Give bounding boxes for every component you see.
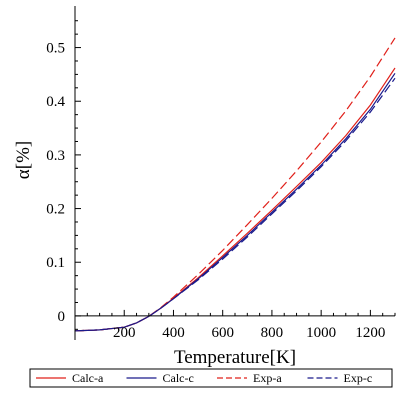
- x-tick-label: 1200: [355, 325, 385, 341]
- y-tick-label: 0: [58, 309, 66, 325]
- y-tick-label: 0.5: [46, 41, 65, 57]
- y-axis-title: α[%]: [13, 141, 34, 179]
- legend-label-calc-a: Calc-a: [72, 371, 104, 385]
- series-layer: [74, 37, 396, 332]
- legend-label-exp-a: Exp-a: [253, 371, 282, 385]
- x-tick-label: 800: [261, 325, 284, 341]
- x-axis-title: Temperature[K]: [174, 347, 296, 368]
- series-line-exp-a: [74, 37, 396, 332]
- x-tick-label: 400: [162, 325, 185, 341]
- legend: Calc-a Calc-c Exp-a Exp-c: [29, 368, 393, 388]
- legend-label-calc-c: Calc-c: [163, 371, 194, 385]
- x-tick-label: 1000: [306, 325, 336, 341]
- legend-box: [29, 368, 393, 388]
- series-line-calc-c: [74, 72, 396, 332]
- axes-layer: [74, 6, 395, 340]
- series-line-exp-c: [74, 77, 396, 332]
- x-tick-label: 600: [211, 325, 234, 341]
- ticks-layer: 200 400 600 800 1000 1200 0 0.1 0.2 0.3 0.4 0.5: [46, 20, 396, 341]
- legend-label-exp-c: Exp-c: [344, 371, 373, 385]
- x-tick-label: 200: [113, 325, 136, 341]
- y-tick-label: 0.4: [46, 94, 65, 110]
- y-tick-label: 0.3: [46, 148, 65, 164]
- series-line-calc-a: [74, 67, 396, 332]
- y-tick-label: 0.2: [46, 202, 65, 218]
- y-tick-label: 0.1: [46, 255, 65, 271]
